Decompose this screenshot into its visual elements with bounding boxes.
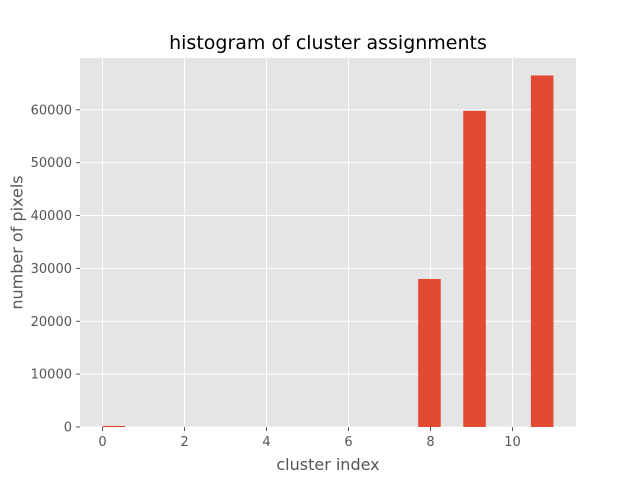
histogram-bar (530, 75, 554, 427)
x-tick-label: 4 (262, 435, 270, 450)
x-tick-label: 0 (98, 435, 106, 450)
x-axis-label: cluster index (276, 455, 379, 474)
y-tick-label: 40000 (31, 209, 72, 224)
histogram-bar (102, 425, 126, 427)
grid-lines (80, 58, 576, 428)
x-tick-label: 8 (426, 435, 434, 450)
y-tick-label: 30000 (31, 262, 72, 277)
histogram-bar (418, 278, 441, 427)
y-tick-label: 0 (64, 421, 72, 436)
histogram-bars (102, 75, 554, 427)
x-tick-label: 10 (504, 435, 521, 450)
x-tick-label: 2 (180, 435, 188, 450)
axis-ticks: 0 2 4 6 8 10 0 10000 20000 30000 40000 50000 60000 (31, 103, 521, 450)
plot-area (80, 58, 576, 427)
y-tick-label: 20000 (31, 315, 72, 330)
y-tick-label: 50000 (31, 156, 72, 171)
x-tick-label: 6 (344, 435, 352, 450)
y-axis-label: number of pixels (8, 175, 27, 309)
histogram-bar (463, 110, 486, 427)
y-tick-label: 10000 (31, 368, 72, 383)
y-tick-label: 60000 (31, 103, 72, 118)
chart-title: histogram of cluster assignments (169, 32, 487, 54)
